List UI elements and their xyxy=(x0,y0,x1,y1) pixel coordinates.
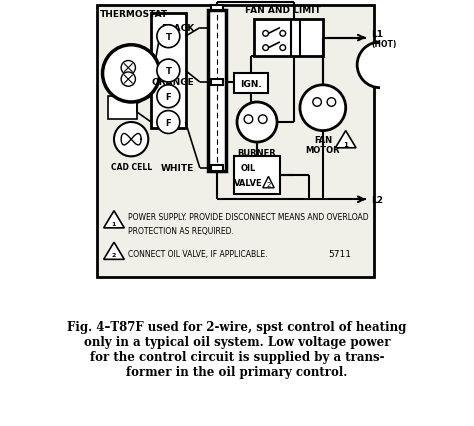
Polygon shape xyxy=(104,243,124,260)
Circle shape xyxy=(157,60,180,83)
Bar xyxy=(234,157,280,194)
Circle shape xyxy=(280,32,286,37)
Text: CONNECT OIL VALVE, IF APPLICABLE.: CONNECT OIL VALVE, IF APPLICABLE. xyxy=(128,250,268,259)
Text: F: F xyxy=(165,92,171,101)
Circle shape xyxy=(258,115,267,124)
Polygon shape xyxy=(211,6,223,12)
Circle shape xyxy=(121,73,136,87)
Text: 1: 1 xyxy=(112,221,116,226)
Circle shape xyxy=(244,115,253,124)
Circle shape xyxy=(157,26,180,49)
Text: CAD CELL: CAD CELL xyxy=(110,163,152,172)
Text: WHITE: WHITE xyxy=(161,164,194,173)
Text: FAN
MOTOR: FAN MOTOR xyxy=(306,135,340,155)
Circle shape xyxy=(237,103,277,143)
Text: 2: 2 xyxy=(266,181,271,187)
Text: FAN AND LIMIT: FAN AND LIMIT xyxy=(245,6,321,14)
Bar xyxy=(151,14,185,129)
Text: L1: L1 xyxy=(372,30,383,39)
Text: T: T xyxy=(165,67,171,76)
Text: VALVE: VALVE xyxy=(234,178,263,187)
Polygon shape xyxy=(211,80,223,86)
Circle shape xyxy=(263,32,268,37)
Text: F: F xyxy=(165,118,171,127)
Text: (HOT): (HOT) xyxy=(372,40,397,49)
Polygon shape xyxy=(104,211,124,228)
Text: IGN.: IGN. xyxy=(240,80,262,89)
Circle shape xyxy=(121,61,136,76)
Text: BLACK: BLACK xyxy=(161,24,194,33)
Circle shape xyxy=(300,86,346,131)
Bar xyxy=(234,74,268,94)
Bar xyxy=(108,97,137,120)
Text: BURNER: BURNER xyxy=(237,148,276,157)
Text: THERMOSTAT: THERMOSTAT xyxy=(100,10,168,19)
Text: ORANGE: ORANGE xyxy=(151,78,194,87)
Circle shape xyxy=(263,46,268,52)
Text: 1: 1 xyxy=(343,141,348,147)
Circle shape xyxy=(327,98,336,107)
Text: T: T xyxy=(165,33,171,42)
Circle shape xyxy=(114,123,148,157)
Circle shape xyxy=(157,111,180,134)
Circle shape xyxy=(313,98,321,107)
Text: POWER SUPPLY. PROVIDE DISCONNECT MEANS AND OVERLOAD: POWER SUPPLY. PROVIDE DISCONNECT MEANS A… xyxy=(128,213,369,222)
Text: PROTECTION AS REQUIRED.: PROTECTION AS REQUIRED. xyxy=(128,227,234,236)
Circle shape xyxy=(157,86,180,109)
Circle shape xyxy=(102,46,160,103)
Text: Fig. 4–T87F used for 2-wire, spst control of heating
only in a typical oil syste: Fig. 4–T87F used for 2-wire, spst contro… xyxy=(67,320,407,378)
Text: L2: L2 xyxy=(372,195,383,204)
Text: 5711: 5711 xyxy=(328,250,352,259)
Polygon shape xyxy=(336,131,356,148)
Text: OIL: OIL xyxy=(241,164,256,173)
Bar xyxy=(254,20,323,57)
Polygon shape xyxy=(211,166,223,171)
Bar xyxy=(209,12,226,171)
Circle shape xyxy=(280,46,286,52)
Polygon shape xyxy=(263,177,274,188)
Circle shape xyxy=(357,43,403,89)
Text: 2: 2 xyxy=(112,253,116,258)
